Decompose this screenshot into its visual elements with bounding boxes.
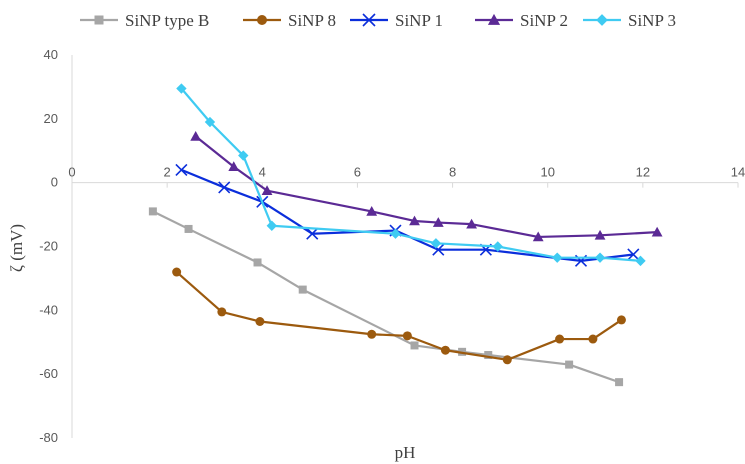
series-sinp-1 — [175, 163, 640, 267]
data-point — [306, 227, 319, 240]
data-point — [184, 224, 193, 233]
x-tick-label: 4 — [259, 165, 266, 180]
legend-label: SiNP 1 — [395, 11, 443, 30]
x-tick-label: 6 — [354, 165, 361, 180]
legend-label: SiNP type B — [125, 11, 209, 30]
data-point — [432, 217, 444, 227]
x-tick-label: 0 — [68, 165, 75, 180]
data-point — [402, 331, 412, 341]
data-point — [651, 226, 663, 237]
series-line — [175, 271, 623, 361]
series-line — [180, 168, 634, 262]
data-point — [594, 252, 606, 263]
data-point — [484, 351, 493, 360]
legend-label: SiNP 8 — [288, 11, 336, 30]
data-point — [172, 267, 182, 277]
series-sinp-type-b — [148, 207, 624, 387]
data-point — [366, 205, 378, 216]
legend-item: SiNP 1 — [350, 11, 443, 30]
data-point — [616, 315, 626, 325]
legend-label: SiNP 2 — [520, 11, 568, 30]
data-point — [588, 334, 598, 344]
x-tick-label: 12 — [636, 165, 650, 180]
data-point — [532, 231, 544, 242]
data-point — [410, 341, 419, 350]
series-sinp-2 — [190, 130, 663, 242]
data-point — [440, 345, 450, 355]
legend-item: SiNP type B — [80, 11, 209, 30]
data-point — [390, 228, 401, 239]
legend-item: SiNP 2 — [475, 11, 568, 30]
series-line — [195, 135, 658, 239]
y-axis-title: ζ (mV) — [7, 224, 26, 272]
y-tick-label: 20 — [44, 111, 58, 126]
series-group — [148, 83, 663, 387]
data-point — [502, 355, 512, 365]
data-point — [176, 83, 187, 94]
data-point — [635, 255, 646, 267]
legend-marker — [362, 13, 376, 27]
data-point — [190, 130, 202, 141]
data-point — [204, 116, 216, 128]
data-point — [228, 161, 240, 172]
y-tick-label: -60 — [39, 366, 58, 381]
data-point — [266, 220, 277, 231]
x-tick-label: 14 — [731, 165, 745, 180]
data-point — [217, 307, 227, 317]
y-tick-label: -40 — [39, 302, 58, 317]
data-point — [298, 285, 307, 294]
data-point — [552, 252, 563, 263]
y-tick-label: -20 — [39, 239, 58, 254]
legend-marker — [596, 14, 608, 26]
data-point — [594, 229, 606, 240]
x-tick-label: 10 — [540, 165, 554, 180]
series-line — [180, 87, 641, 262]
y-tick-label: -80 — [39, 430, 58, 445]
data-point — [253, 258, 262, 267]
data-point — [367, 329, 377, 339]
legend-marker — [257, 15, 267, 25]
data-point — [430, 238, 442, 249]
data-point — [565, 360, 574, 369]
data-point — [238, 150, 249, 161]
axes: 40 20 0 -20 -40 -60 -80 0 2 4 6 8 10 12 14 — [39, 47, 745, 445]
data-point — [261, 185, 273, 195]
legend-marker — [94, 15, 104, 25]
legend-label: SiNP 3 — [628, 11, 676, 30]
data-point — [615, 378, 624, 387]
data-point — [466, 218, 477, 229]
legend: SiNP type B SiNP 8 SiNP 1 SiNP 2 SiNP 3 — [80, 11, 676, 30]
series-sinp-3 — [176, 83, 646, 267]
y-tick-label: 0 — [51, 175, 58, 190]
x-tick-label: 8 — [449, 165, 456, 180]
data-point — [492, 241, 503, 252]
legend-item: SiNP 3 — [583, 11, 676, 30]
data-point — [148, 207, 157, 216]
data-point — [218, 181, 231, 194]
y-tick-label: 40 — [44, 47, 58, 62]
data-point — [409, 215, 420, 226]
data-point — [255, 317, 265, 327]
legend-marker — [487, 13, 501, 25]
x-axis-title: pH — [395, 443, 416, 462]
legend-item: SiNP 8 — [243, 11, 336, 30]
x-tick-label: 2 — [164, 165, 171, 180]
data-point — [175, 163, 188, 176]
data-point — [627, 248, 640, 261]
data-point — [555, 334, 565, 344]
series-sinp-8 — [172, 267, 626, 365]
